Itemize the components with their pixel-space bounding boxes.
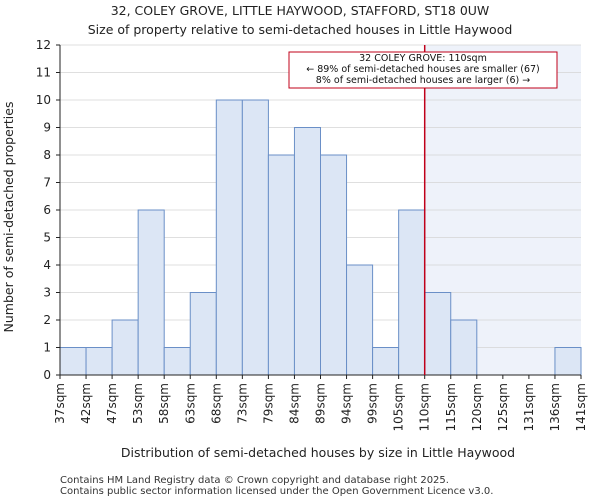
x-tick-label: 73sqm bbox=[235, 383, 249, 424]
bar-79sqm bbox=[267, 154, 295, 376]
footer-line-1: Contains HM Land Registry data © Crown c… bbox=[60, 475, 449, 486]
annotation-line-3: 8% of semi-detached houses are larger (6… bbox=[316, 75, 530, 86]
y-axis-label: Number of semi-detached properties bbox=[1, 102, 16, 333]
x-tick-label: 89sqm bbox=[314, 383, 328, 424]
footer-line-2: Contains public sector information licen… bbox=[60, 486, 493, 497]
bar-94sqm bbox=[346, 264, 374, 376]
annotation-line-1: 32 COLEY GROVE: 110sqm bbox=[359, 53, 487, 64]
bar-84sqm bbox=[293, 127, 322, 376]
chart-title: 32, COLEY GROVE, LITTLE HAYWOOD, STAFFOR… bbox=[111, 3, 490, 18]
y-tick-label: 3 bbox=[43, 286, 51, 300]
bar-37sqm bbox=[59, 347, 87, 376]
bar-110sqm bbox=[424, 292, 452, 376]
y-tick-label: 2 bbox=[43, 313, 51, 327]
x-tick-label: 125sqm bbox=[496, 383, 510, 431]
x-tick-label: 115sqm bbox=[444, 383, 458, 431]
x-tick-label: 63sqm bbox=[183, 383, 197, 424]
x-tick-label: 99sqm bbox=[366, 383, 380, 424]
y-tick-label: 7 bbox=[43, 176, 51, 190]
bar-58sqm bbox=[163, 347, 191, 376]
y-tick-label: 5 bbox=[43, 231, 51, 245]
bar-63sqm bbox=[189, 292, 217, 376]
y-tick-label: 6 bbox=[43, 203, 51, 217]
x-tick-label: 68sqm bbox=[209, 383, 223, 424]
y-tick-label: 10 bbox=[36, 93, 51, 107]
x-tick-label: 105sqm bbox=[392, 383, 406, 431]
x-tick-label: 136sqm bbox=[548, 383, 562, 431]
bar-99sqm bbox=[372, 347, 400, 376]
bar-105sqm bbox=[398, 209, 426, 376]
y-tick-label: 12 bbox=[36, 38, 51, 52]
x-tick-label: 94sqm bbox=[340, 383, 354, 424]
bar-73sqm bbox=[241, 99, 269, 376]
y-tick-label: 11 bbox=[36, 66, 51, 80]
x-tick-label: 47sqm bbox=[105, 383, 119, 424]
x-tick-label: 141sqm bbox=[574, 383, 588, 431]
y-tick-label: 8 bbox=[43, 148, 51, 162]
annotation-line-2: ← 89% of semi-detached houses are smalle… bbox=[306, 64, 540, 75]
x-axis-label: Distribution of semi-detached houses by … bbox=[121, 445, 515, 460]
x-tick-label: 53sqm bbox=[131, 383, 145, 424]
y-tick-label: 0 bbox=[43, 368, 51, 382]
x-tick-label: 84sqm bbox=[287, 383, 301, 424]
bar-47sqm bbox=[111, 319, 139, 376]
bar-68sqm bbox=[215, 99, 243, 376]
bar-115sqm bbox=[450, 319, 478, 376]
x-tick-label: 58sqm bbox=[157, 383, 171, 424]
x-tick-label: 120sqm bbox=[470, 383, 484, 431]
x-tick-label: 131sqm bbox=[522, 383, 536, 431]
chart-subtitle: Size of property relative to semi-detach… bbox=[88, 22, 513, 37]
x-tick-label: 79sqm bbox=[261, 383, 275, 424]
annotation-box bbox=[288, 51, 558, 89]
bar-136sqm bbox=[554, 347, 582, 376]
bar-53sqm bbox=[137, 209, 165, 376]
x-tick-label: 110sqm bbox=[418, 383, 432, 431]
bar-89sqm bbox=[320, 154, 348, 376]
x-tick-label: 37sqm bbox=[53, 383, 67, 424]
x-tick-label: 42sqm bbox=[79, 383, 93, 424]
y-tick-label: 9 bbox=[43, 121, 51, 135]
y-tick-label: 1 bbox=[43, 341, 51, 355]
y-tick-label: 4 bbox=[43, 258, 51, 272]
bar-42sqm bbox=[85, 347, 113, 376]
